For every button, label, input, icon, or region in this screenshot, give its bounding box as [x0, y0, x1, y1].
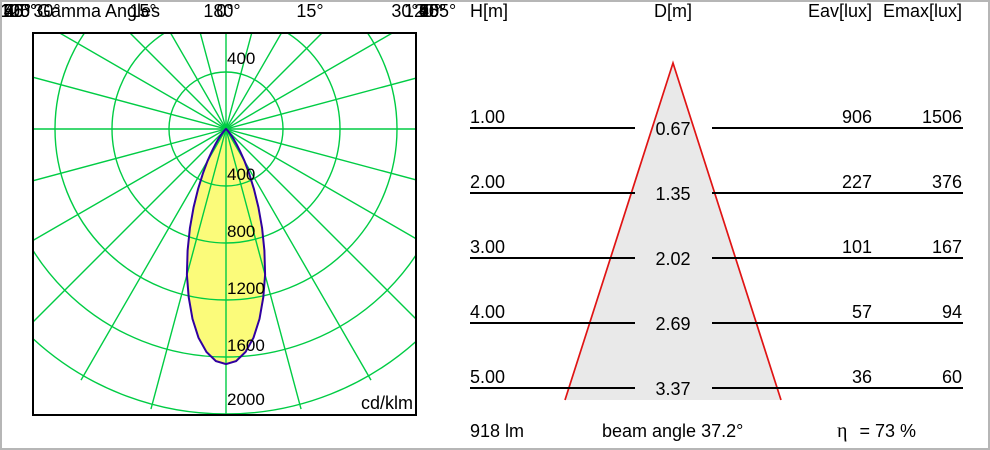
polar-grid-ring: [168, 71, 284, 187]
gamma-angle-label-left-60: 60°: [3, 1, 31, 21]
ring-value-label-800: 800: [227, 222, 256, 241]
unit-label-cd-klm: cd/klm: [360, 393, 413, 413]
gamma-angle-label-left-105: 105°: [0, 1, 38, 21]
gamma-angle-label-bottom-0: 0°: [216, 1, 234, 21]
table-row-line-right: [712, 387, 963, 389]
avg-illuminance-value: 36: [851, 367, 872, 387]
mounting-height-value: 5.00: [470, 367, 506, 387]
polar-grid-line: [199, 33, 227, 130]
gamma-angle-label-top-right: 120°: [404, 1, 442, 21]
table-row-line-left: [470, 192, 635, 194]
polar-grid-line: [129, 33, 227, 130]
intensity-curve-outline: [185, 127, 267, 366]
polar-grid-line: [225, 128, 416, 320]
avg-illuminance-value: 101: [841, 237, 872, 257]
column-header-h: H[m]: [470, 1, 508, 21]
table-row-line-left: [470, 127, 635, 129]
max-illuminance-value: 167: [931, 237, 962, 257]
max-illuminance-value: 60: [941, 367, 962, 387]
polar-chart-title: Gamma Angles: [37, 1, 161, 21]
ring-value-label-1600: 1600: [227, 336, 265, 355]
polar-grid-line: [225, 128, 372, 381]
eta-symbol: η: [837, 420, 848, 442]
beam-diameter-value: 2.69: [655, 314, 691, 334]
table-row-line-right: [712, 192, 963, 194]
column-header-d: D[m]: [654, 1, 692, 21]
ring-value-label-2000: 2000: [227, 390, 265, 409]
max-illuminance-value: 94: [941, 302, 962, 322]
beam-diameter-value: 0.67: [655, 119, 691, 139]
avg-illuminance-value: 906: [841, 107, 872, 127]
gamma-angle-label-right-60: 60°: [419, 1, 447, 21]
table-row-line-right: [712, 322, 963, 324]
gamma-angle-label-bottom-30l: 30°: [33, 1, 61, 21]
polar-grid-ring: [111, 33, 341, 244]
column-header-eav: Eav[lux]: [807, 1, 872, 21]
polar-grid-ring: [33, 248, 416, 358]
table-row-line-right: [712, 127, 963, 129]
polar-grid-line: [225, 128, 416, 240]
gamma-angle-label-right-45: 45°: [419, 1, 447, 21]
polar-grid-line: [80, 128, 227, 381]
max-illuminance-value: 1506: [921, 107, 962, 127]
avg-illuminance-value: 227: [841, 172, 872, 192]
polar-grid-line: [225, 128, 416, 181]
gamma-angle-label-top-left: 120°: [0, 1, 38, 21]
polar-grid-line: [33, 76, 227, 130]
gamma-angle-label-left-45: 45°: [3, 1, 31, 21]
gamma-angle-label-bottom-15r: 15°: [296, 1, 324, 21]
efficiency-percent: = 73 %: [859, 421, 917, 441]
gamma-angle-label-bottom-15l: 15°: [129, 1, 157, 21]
polar-grid-line: [33, 128, 227, 242]
polar-grid-ring: [54, 33, 398, 301]
polar-grid-line: [225, 77, 416, 130]
gamma-angle-label-right-90: 90°: [419, 1, 447, 21]
polar-grid-line: [58, 33, 227, 130]
ring-value-label-400-top: 400: [227, 49, 256, 68]
polar-grid-line: [150, 128, 227, 410]
polar-grid-line: [225, 33, 253, 130]
mounting-height-value: 2.00: [470, 172, 506, 192]
max-illuminance-value: 376: [931, 172, 962, 192]
mounting-height-value: 1.00: [470, 107, 506, 127]
polar-grid-line: [225, 33, 283, 130]
efficiency-value: η = 73 %: [837, 420, 916, 442]
beam-diameter-value: 3.37: [655, 379, 691, 399]
table-row-line-right: [712, 257, 963, 259]
avg-illuminance-value: 57: [851, 302, 872, 322]
gamma-angle-label-bottom-30r: 30°: [391, 1, 419, 21]
polar-grid-line: [33, 128, 227, 182]
ring-value-label-1200: 1200: [227, 279, 265, 298]
polar-grid-line: [33, 128, 227, 323]
mounting-height-value: 3.00: [470, 237, 506, 257]
gamma-angle-label-top-center: 180°: [203, 1, 241, 21]
polar-grid-line: [225, 128, 302, 410]
polar-grid-line: [225, 33, 394, 130]
table-row-line-left: [470, 387, 635, 389]
beam-diameter-value: 2.02: [655, 249, 691, 269]
gamma-angle-label-right-105: 105°: [419, 1, 457, 21]
polar-intensity-diagram: [32, 32, 417, 416]
table-row-line-left: [470, 322, 635, 324]
gamma-angle-label-right-75: 75°: [419, 1, 447, 21]
ring-value-label-400: 400: [227, 165, 256, 184]
beam-diameter-value: 1.35: [655, 184, 691, 204]
column-header-emax: Emax[lux]: [882, 1, 962, 21]
polar-grid-line: [169, 33, 227, 130]
luminous-flux-value: 918 lm: [470, 421, 525, 441]
beam-cone-triangle: [564, 60, 782, 401]
polar-grid-line: [225, 33, 323, 130]
polar-diagram-border: [32, 32, 417, 416]
mounting-height-value: 4.00: [470, 302, 506, 322]
gamma-angle-label-left-90: 90°: [3, 1, 31, 21]
gamma-angle-label-left-75: 75°: [3, 1, 31, 21]
beam-angle-value: beam angle 37.2°: [602, 421, 744, 441]
table-row-line-left: [470, 257, 635, 259]
